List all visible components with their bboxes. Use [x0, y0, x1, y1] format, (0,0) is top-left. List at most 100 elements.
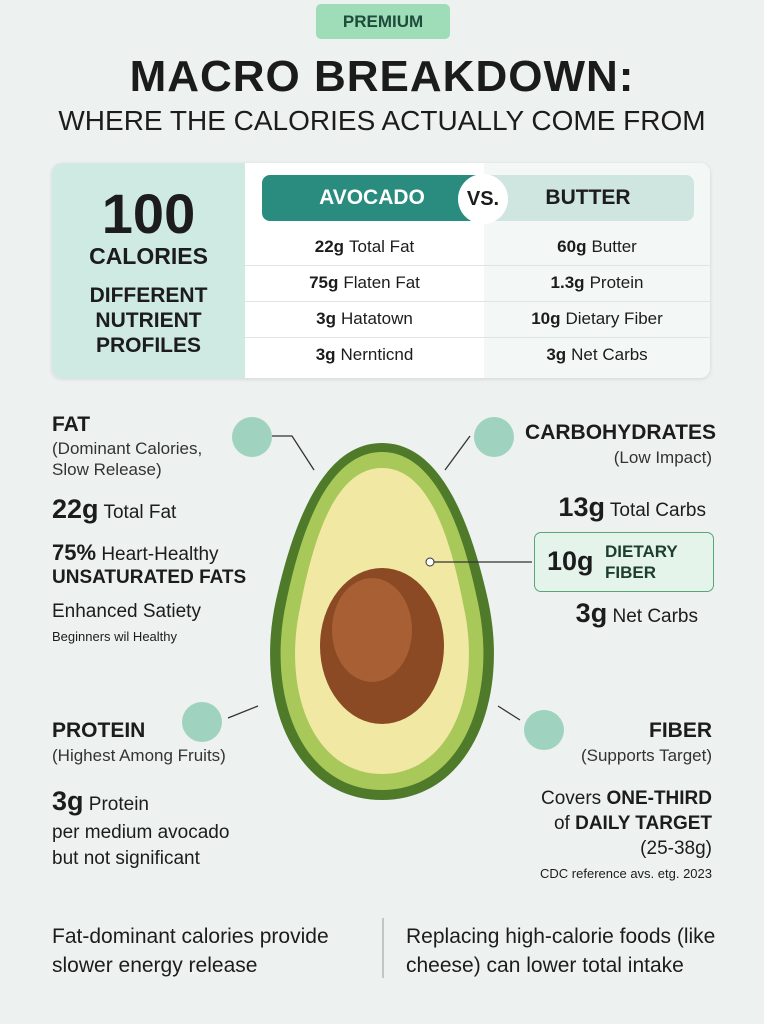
fiber-box: 10g DIETARY FIBER — [534, 532, 714, 592]
row-left: 3g Nernticnd — [245, 337, 484, 373]
carbs-title: CARBOHYDRATES — [525, 421, 716, 444]
amount-text: Net Carbs — [612, 606, 698, 627]
percent: 75% — [52, 540, 97, 565]
row-right: 60g Butter — [484, 229, 710, 266]
footer-left: Fat-dominant calories provide slower ener… — [52, 922, 329, 980]
fiber-text: DIETARY FIBER — [605, 541, 678, 583]
title: MACRO BREAKDOWN: — [129, 52, 635, 101]
fiber-source: CDC reference avs. etg. 2023 — [540, 866, 712, 881]
bold: ONE-THIRD — [606, 788, 712, 809]
note-line: Slow Release) — [52, 460, 162, 479]
amount: 22g — [52, 494, 99, 524]
row-right: 3g Net Carbs — [484, 337, 710, 373]
carbs-net: 3g Net Carbs — [576, 598, 698, 629]
amount: 10g — [547, 546, 594, 576]
connector — [227, 705, 259, 719]
connector — [444, 435, 471, 471]
protein-title: PROTEIN — [52, 719, 146, 742]
avocado-header: AVOCADO — [262, 175, 482, 221]
fat-title: FAT — [52, 413, 91, 436]
amount: 22g — [314, 237, 345, 256]
summary-panel: 100 CALORIES DIFFERENT NUTRIENT PROFILES — [52, 163, 245, 378]
caption-line: PROFILES — [95, 334, 201, 357]
protein-note: (Highest Among Fruits) — [52, 746, 226, 765]
avocado — [270, 443, 494, 800]
summary-caption: DIFFERENT NUTRIENT PROFILES — [52, 283, 245, 358]
butter-header: BUTTER — [482, 175, 694, 221]
text-line: Replacing high-calorie foods (like — [406, 925, 716, 948]
fiber-line: of DAILY TARGET — [554, 813, 712, 835]
amount: 1.3g — [550, 273, 585, 292]
text-line: per medium avocado — [52, 822, 230, 843]
pit-highlight — [332, 578, 412, 682]
amount: 3g — [546, 345, 567, 364]
amount: 75g — [309, 273, 339, 292]
caption-line: DIFFERENT — [89, 284, 208, 307]
carbs-total: 13g Total Carbs — [558, 492, 706, 523]
fat-amount: 22g Total Fat — [52, 494, 176, 525]
amount: 13g — [558, 492, 605, 522]
amount-text: Total Fat — [103, 502, 177, 523]
amount: 3g — [575, 598, 608, 628]
text: Covers — [540, 788, 602, 809]
summary-number: 100 — [101, 182, 196, 245]
text-line: Fat-dominant calories provide — [52, 925, 329, 948]
fat-benefit-note: Beginners wil Healthy — [52, 629, 178, 644]
row-left: 75g Flaten Fat — [245, 265, 484, 302]
amount: 3g — [316, 309, 336, 328]
text-line: FIBER — [605, 563, 656, 582]
protein-lines: per medium avocado but not significant — [52, 820, 229, 872]
text: Hatatown — [341, 309, 413, 328]
fat-icon — [232, 417, 272, 457]
percent-text: Heart-Healthy — [101, 544, 219, 565]
protein-amount: 3g Protein — [52, 786, 149, 817]
text-line: slower energy release — [52, 954, 258, 977]
fiber-line: Covers ONE-THIRD — [541, 788, 712, 810]
carbs-icon — [474, 417, 514, 457]
row-left: 22g Total Fat — [245, 229, 484, 266]
protein-icon — [182, 702, 222, 742]
text-line: DIETARY — [605, 542, 678, 561]
fat-note: (Dominant Calories, Slow Release) — [52, 438, 202, 480]
text: Nernticnd — [340, 345, 414, 364]
fat-percent: 75% Heart-Healthy — [52, 540, 219, 566]
fiber-title: FIBER — [649, 719, 712, 742]
text: of — [553, 813, 570, 834]
caption-line: NUTRIENT — [95, 309, 202, 332]
text: Dietary Fiber — [565, 309, 663, 328]
fiber-icon — [524, 710, 564, 750]
row-right: 1.3g Protein — [484, 265, 710, 302]
amount: 3g — [315, 345, 336, 364]
fat-benefit: Enhanced Satiety — [52, 601, 201, 622]
text-line: cheese) can lower total intake — [406, 954, 684, 977]
connectors — [227, 435, 532, 721]
summary-unit: CALORIES — [89, 243, 208, 269]
badge: PREMIUM — [316, 4, 450, 39]
fiber-range: (25-38g) — [640, 838, 712, 859]
note-line: (Dominant Calories, — [52, 439, 203, 458]
footer-right: Replacing high-calorie foods (like cheese… — [406, 922, 715, 980]
subtitle: WHERE THE CALORIES ACTUALLY COME FROM — [58, 105, 706, 136]
bold: DAILY TARGET — [575, 813, 712, 834]
amount: 3g — [52, 786, 84, 816]
amount: 10g — [531, 309, 561, 328]
fiber-note: (Supports Target) — [580, 746, 712, 765]
pointer-dot — [425, 557, 435, 567]
text: Total Fat — [349, 237, 415, 256]
row-right: 10g Dietary Fiber — [484, 301, 710, 338]
text-line: but not significant — [52, 848, 200, 869]
text: Net Carbs — [571, 345, 648, 364]
vs-badge: VS. — [458, 174, 508, 224]
carbs-note: (Low Impact) — [613, 448, 712, 467]
connector — [272, 435, 315, 471]
connector — [497, 705, 521, 721]
row-left: 3g Hatatown — [245, 301, 484, 338]
text: Flaten Fat — [343, 273, 420, 292]
text: Butter — [591, 237, 637, 256]
amount-text: Protein — [88, 794, 149, 815]
comparison-card: 100 CALORIES DIFFERENT NUTRIENT PROFILES A… — [52, 163, 710, 378]
fat-emphasis: UNSATURATED FATS — [52, 567, 247, 588]
text: Protein — [589, 273, 644, 292]
